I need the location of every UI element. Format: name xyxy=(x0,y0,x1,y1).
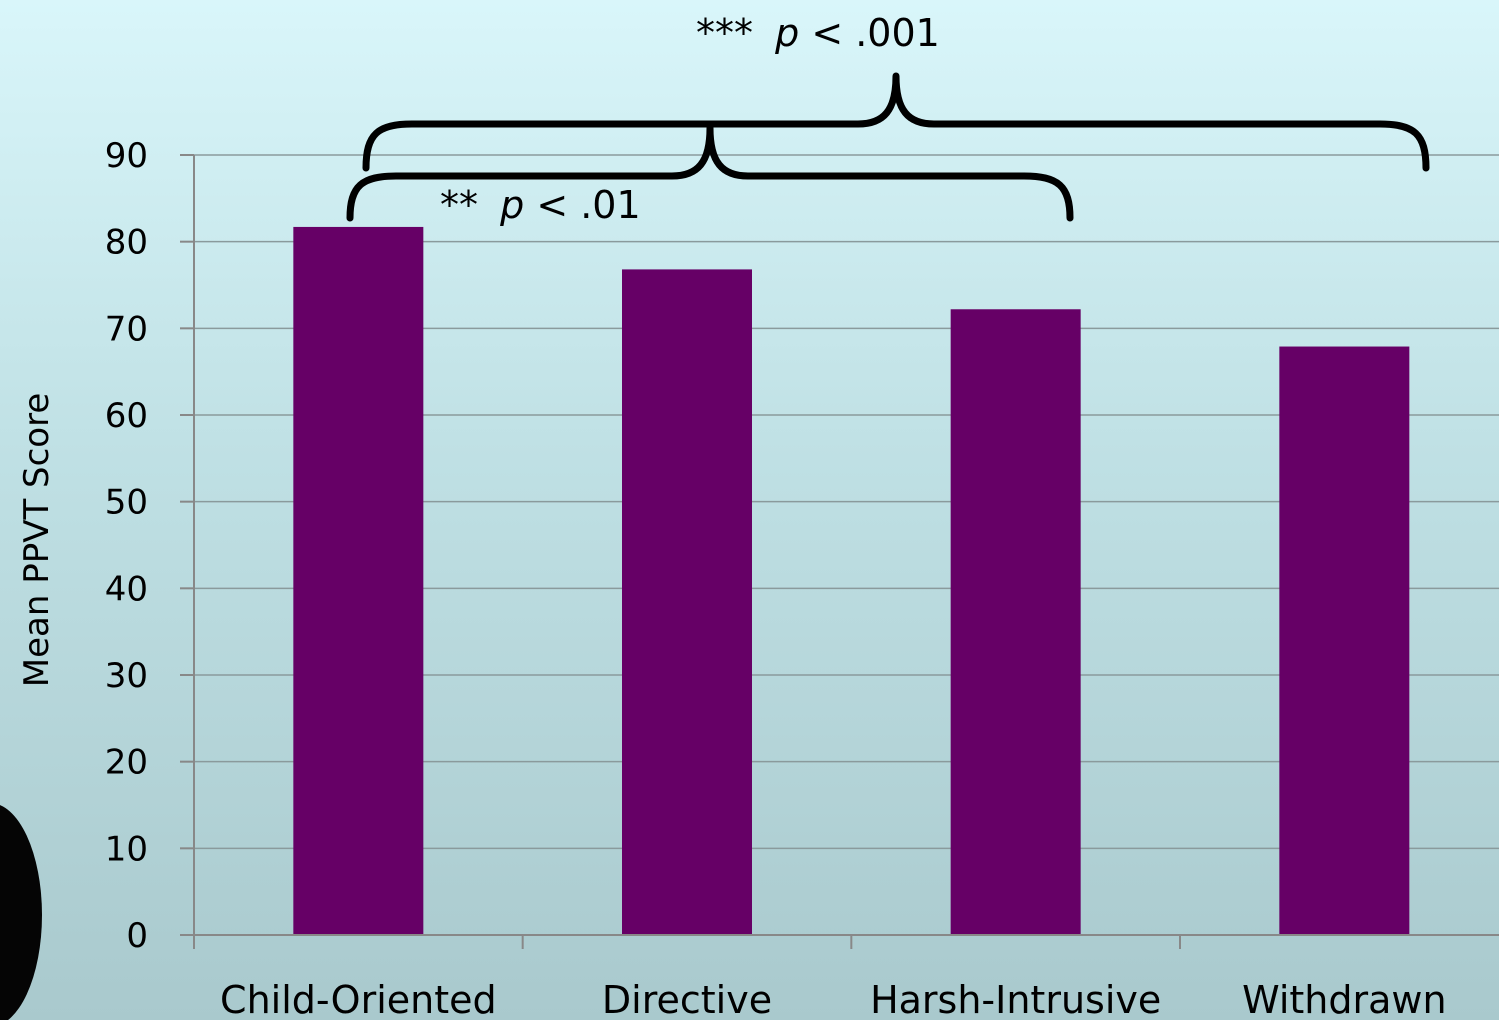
p-value-outer: < .001 xyxy=(811,11,940,55)
x-category-label: Directive xyxy=(602,978,772,1020)
y-tick-label: 50 xyxy=(105,483,148,523)
x-category-labels: Child-Oriented Directive Harsh-Intrusive Wi… xyxy=(220,978,1447,1020)
y-tick-label: 80 xyxy=(105,223,148,263)
y-tick-labels: 0 10 20 30 40 50 60 70 80 90 xyxy=(105,136,148,956)
significance-label-outer: *** p < .001 xyxy=(696,11,940,55)
bar xyxy=(622,269,752,935)
significance-stars-outer: *** xyxy=(696,11,753,55)
y-tick-label: 10 xyxy=(105,829,148,869)
corner-decoration xyxy=(0,805,42,1020)
p-value-inner: < .01 xyxy=(536,183,640,227)
significance-bracket-inner xyxy=(346,124,1074,222)
p-symbol-inner: p xyxy=(499,183,524,227)
y-tick-label: 60 xyxy=(105,396,148,436)
y-axis-title: Mean PPVT Score xyxy=(17,393,57,688)
y-tick-label: 30 xyxy=(105,656,148,696)
bar xyxy=(1279,346,1410,935)
significance-stars-inner: ** xyxy=(440,183,478,227)
y-tick-label: 40 xyxy=(105,569,148,609)
bar xyxy=(950,309,1081,935)
x-category-label: Harsh-Intrusive xyxy=(870,978,1161,1020)
y-tick-label: 70 xyxy=(105,309,148,349)
x-category-label: Withdrawn xyxy=(1242,978,1446,1020)
significance-bracket-outer xyxy=(362,72,1430,172)
y-tick-label: 90 xyxy=(105,136,148,176)
bar xyxy=(293,226,424,935)
y-tick-label: 20 xyxy=(105,743,148,783)
axes xyxy=(193,155,1499,949)
significance-annotations: *** p < .001 ** p < .01 xyxy=(346,11,1430,227)
y-tick-label: 0 xyxy=(126,916,148,956)
significance-label-inner: ** p < .01 xyxy=(440,183,641,227)
p-symbol-outer: p xyxy=(774,11,799,55)
x-category-label: Child-Oriented xyxy=(220,978,497,1020)
bars xyxy=(293,226,1410,935)
